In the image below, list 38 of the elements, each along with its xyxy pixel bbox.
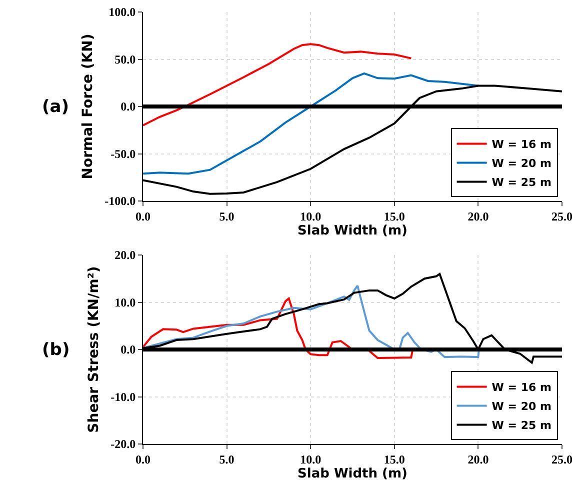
x-tick-label: 0.0 [136, 209, 150, 224]
y-tick-label: -20.0 [110, 437, 136, 452]
x-tick-label: 5.0 [219, 452, 234, 466]
x-tick-label: 10.0 [300, 452, 322, 466]
y-tick-label: 100.0 [108, 5, 136, 20]
y-tick-label: 10.0 [114, 295, 136, 310]
x-tick-label: 15.0 [384, 452, 405, 466]
y-tick-label: 0.0 [120, 100, 136, 114]
y-tick-label: -50.0 [110, 146, 136, 161]
y-tick-label: 0.0 [120, 342, 136, 357]
x-tick-label: 20.0 [468, 452, 489, 466]
legend-label: W = 20 m [492, 157, 552, 170]
y-axis-title: Normal Force (KN) [80, 34, 96, 180]
line-series [143, 72, 480, 175]
x-axis-title: Slab Width (m) [298, 223, 408, 238]
x-axis-title: Slab Width (m) [298, 466, 408, 482]
x-tick-label: 20.0 [468, 209, 489, 224]
text: (a) [42, 97, 70, 117]
y-tick-label: 50.0 [114, 52, 136, 66]
x-tick-label: 25.0 [552, 452, 572, 466]
legend-label: W = 16 m [492, 381, 552, 394]
legend-label: W = 25 m [492, 176, 552, 190]
y-tick-label: -100.0 [104, 194, 136, 208]
legend-label: W = 25 m [492, 419, 552, 432]
y-tick-label: -10.0 [110, 390, 136, 404]
line-series [143, 284, 480, 358]
legend-label: W = 20 m [492, 400, 552, 414]
x-tick-label: 0.0 [136, 452, 150, 466]
x-tick-label: 5.0 [219, 209, 234, 224]
x-tick-label: 10.0 [300, 209, 322, 224]
line-series [143, 43, 412, 126]
x-tick-label: 25.0 [552, 209, 572, 224]
legend-label: W = 16 m [492, 138, 552, 152]
y-tick-label: 20.0 [114, 248, 136, 262]
y-axis-title: Shear Stress (KN/m²) [86, 266, 102, 433]
text: (b) [42, 340, 70, 360]
x-tick-label: 15.0 [384, 209, 405, 224]
line-series [143, 297, 414, 360]
